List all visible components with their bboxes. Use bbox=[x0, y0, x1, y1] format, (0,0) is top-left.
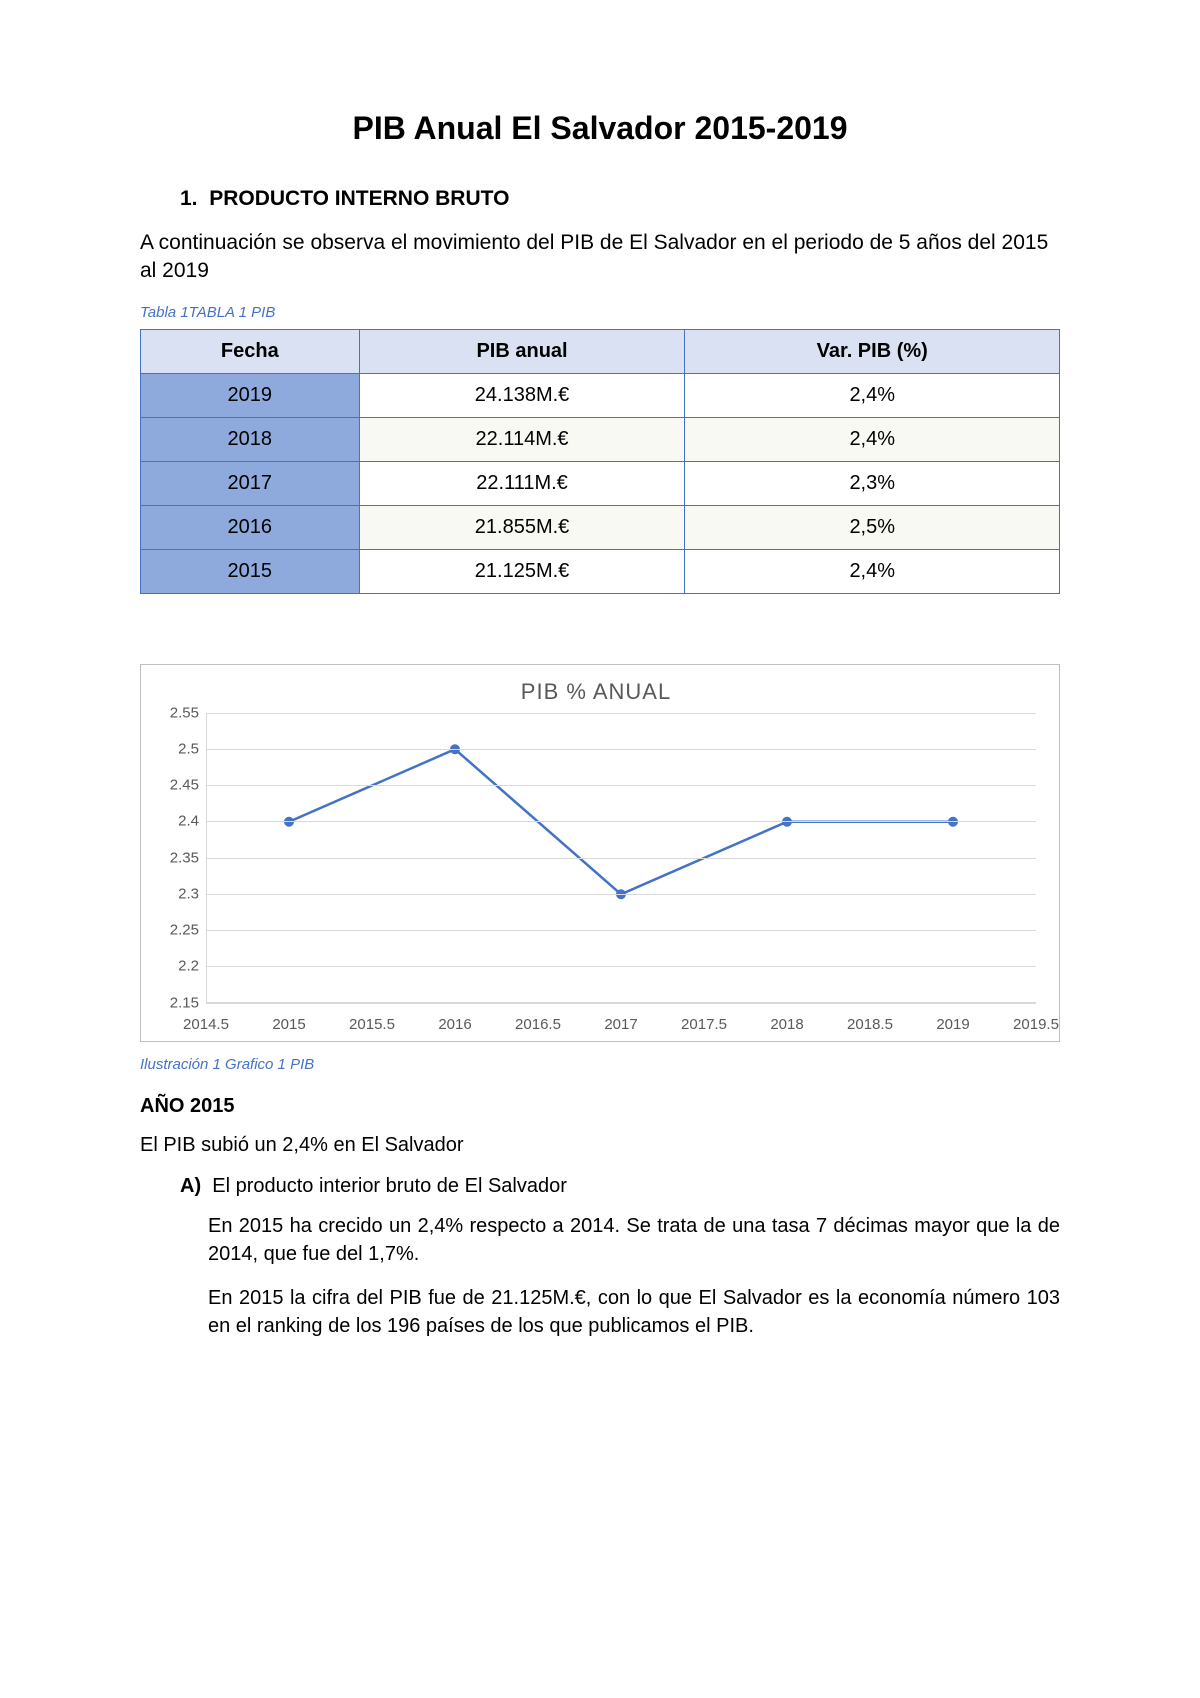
y-axis-label: 2.55 bbox=[151, 704, 199, 721]
grid-line bbox=[206, 930, 1036, 931]
table-cell: 2,4% bbox=[685, 373, 1060, 417]
table-cell: 2018 bbox=[141, 417, 360, 461]
table-cell: 2,4% bbox=[685, 417, 1060, 461]
list-item-a: A) El producto interior bruto de El Salv… bbox=[180, 1175, 1060, 1198]
table-header-cell: Fecha bbox=[141, 329, 360, 373]
table-cell: 22.114M.€ bbox=[359, 417, 685, 461]
x-axis-label: 2018 bbox=[770, 1016, 803, 1033]
table-header-cell: PIB anual bbox=[359, 329, 685, 373]
section-number: 1. bbox=[180, 187, 198, 210]
table-cell: 24.138M.€ bbox=[359, 373, 685, 417]
table-cell: 2016 bbox=[141, 505, 360, 549]
table-header-cell: Var. PIB (%) bbox=[685, 329, 1060, 373]
paragraph-1: En 2015 ha crecido un 2,4% respecto a 20… bbox=[208, 1212, 1060, 1268]
table-cell: 22.111M.€ bbox=[359, 461, 685, 505]
table-header-row: FechaPIB anualVar. PIB (%) bbox=[141, 329, 1060, 373]
x-axis-label: 2016 bbox=[438, 1016, 471, 1033]
grid-line bbox=[206, 894, 1036, 895]
y-axis-label: 2.4 bbox=[151, 813, 199, 830]
table-cell: 21.125M.€ bbox=[359, 549, 685, 593]
grid-line bbox=[206, 785, 1036, 786]
year-summary-line: El PIB subió un 2,4% en El Salvador bbox=[140, 1134, 1060, 1157]
pib-table: FechaPIB anualVar. PIB (%) 201924.138M.€… bbox=[140, 329, 1060, 594]
x-axis-label: 2016.5 bbox=[515, 1016, 561, 1033]
grid-line bbox=[206, 858, 1036, 859]
chart-container: PIB % ANUAL 2.15 2.2 2.25 2.3 2.35 2.4 2.45 2.5… bbox=[140, 664, 1060, 1042]
grid-line bbox=[206, 821, 1036, 822]
y-axis-label: 2.25 bbox=[151, 922, 199, 939]
table-cell: 2,3% bbox=[685, 461, 1060, 505]
table-cell: 2,5% bbox=[685, 505, 1060, 549]
table-cell: 2,4% bbox=[685, 549, 1060, 593]
x-axis-label: 2015 bbox=[272, 1016, 305, 1033]
document-page: PIB Anual El Salvador 2015-2019 1. PRODU… bbox=[0, 0, 1200, 1456]
y-axis-label: 2.45 bbox=[151, 777, 199, 794]
x-axis-label: 2019 bbox=[936, 1016, 969, 1033]
table-row: 201924.138M.€2,4% bbox=[141, 373, 1060, 417]
list-item-label: A) bbox=[180, 1175, 201, 1197]
table-cell: 2019 bbox=[141, 373, 360, 417]
x-axis-label: 2018.5 bbox=[847, 1016, 893, 1033]
table-row: 201621.855M.€2,5% bbox=[141, 505, 1060, 549]
page-title: PIB Anual El Salvador 2015-2019 bbox=[140, 110, 1060, 147]
x-axis-label: 2017 bbox=[604, 1016, 637, 1033]
chart-body: 2.152.22.252.32.352.42.452.52.552014.520… bbox=[151, 713, 1041, 1033]
table-row: 201822.114M.€2,4% bbox=[141, 417, 1060, 461]
intro-paragraph: A continuación se observa el movimiento … bbox=[140, 229, 1060, 286]
grid-line bbox=[206, 1003, 1036, 1004]
grid-line bbox=[206, 749, 1036, 750]
y-axis-label: 2.35 bbox=[151, 849, 199, 866]
x-axis-label: 2015.5 bbox=[349, 1016, 395, 1033]
section-heading: 1. PRODUCTO INTERNO BRUTO bbox=[180, 187, 1060, 211]
chart-title: PIB % ANUAL bbox=[151, 679, 1041, 705]
paragraph-2: En 2015 la cifra del PIB fue de 21.125M.… bbox=[208, 1284, 1060, 1340]
y-axis-label: 2.3 bbox=[151, 885, 199, 902]
section-title: PRODUCTO INTERNO BRUTO bbox=[209, 187, 509, 210]
table-cell: 2015 bbox=[141, 549, 360, 593]
table-caption: Tabla 1TABLA 1 PIB bbox=[140, 304, 1060, 321]
chart-plot-area bbox=[206, 713, 1036, 1003]
y-axis-label: 2.5 bbox=[151, 740, 199, 757]
table-row: 201521.125M.€2,4% bbox=[141, 549, 1060, 593]
table-row: 201722.111M.€2,3% bbox=[141, 461, 1060, 505]
grid-line bbox=[206, 713, 1036, 714]
figure-caption: Ilustración 1 Grafico 1 PIB bbox=[140, 1056, 1060, 1073]
x-axis-label: 2014.5 bbox=[183, 1016, 229, 1033]
list-item-text: El producto interior bruto de El Salvado… bbox=[212, 1175, 567, 1197]
y-axis-label: 2.15 bbox=[151, 994, 199, 1011]
table-cell: 21.855M.€ bbox=[359, 505, 685, 549]
year-heading: AÑO 2015 bbox=[140, 1095, 1060, 1118]
y-axis-label: 2.2 bbox=[151, 958, 199, 975]
grid-line bbox=[206, 966, 1036, 967]
x-axis-label: 2019.5 bbox=[1013, 1016, 1059, 1033]
x-axis-label: 2017.5 bbox=[681, 1016, 727, 1033]
table-body: 201924.138M.€2,4%201822.114M.€2,4%201722… bbox=[141, 373, 1060, 593]
table-cell: 2017 bbox=[141, 461, 360, 505]
